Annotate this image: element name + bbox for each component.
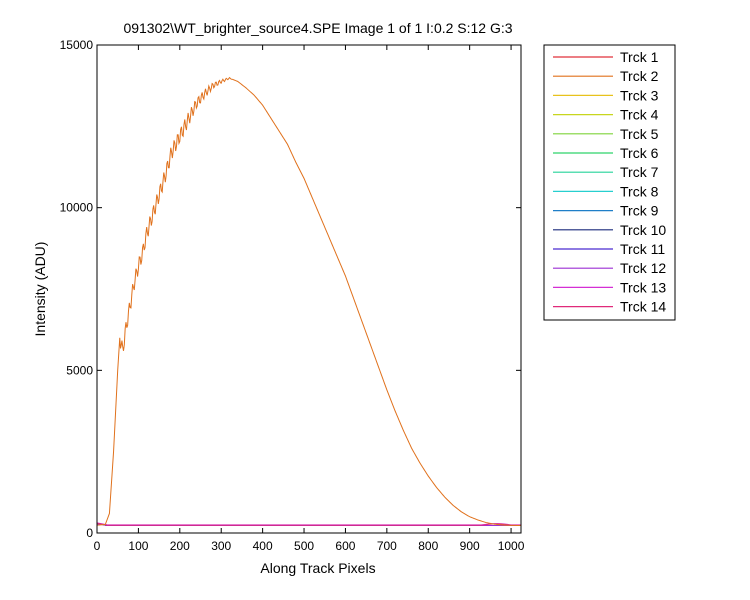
- x-tick-label: 500: [294, 539, 314, 553]
- y-axis: 0 5000 10000 15000: [60, 38, 521, 540]
- legend-label-8: Trck 8: [620, 183, 659, 199]
- legend-label-11: Trck 11: [620, 241, 665, 257]
- legend-label-10: Trck 10: [620, 222, 666, 238]
- x-tick-label: 400: [253, 539, 273, 553]
- series-line-2: [97, 76, 521, 527]
- x-tick-label: 100: [128, 539, 148, 553]
- x-tick-label: 200: [170, 539, 190, 553]
- legend-label-1: Trck 1: [620, 49, 659, 65]
- x-tick-label: 0: [94, 539, 101, 553]
- plot-area: [96, 44, 522, 534]
- x-tick-label: 600: [335, 539, 355, 553]
- legend-label-4: Trck 4: [620, 107, 659, 123]
- legend-label-14: Trck 14: [620, 299, 666, 315]
- x-tick-label: 300: [211, 539, 231, 553]
- y-tick-label: 0: [86, 526, 93, 540]
- legend-label-12: Trck 12: [620, 260, 666, 276]
- legend-label-5: Trck 5: [620, 126, 659, 142]
- x-tick-label: 900: [460, 539, 480, 553]
- x-axis-label: Along Track Pixels: [260, 560, 375, 576]
- x-axis: 0 100 200 300 400 500 600 700 800 900 1000: [94, 45, 525, 553]
- legend-label-6: Trck 6: [620, 145, 659, 161]
- legend-label-13: Trck 13: [620, 279, 666, 295]
- y-tick-label: 15000: [60, 38, 94, 52]
- chart-title: 091302\WT_brighter_source4.SPE Image 1 o…: [123, 20, 512, 36]
- x-tick-label: 800: [418, 539, 438, 553]
- plot-background: [97, 45, 521, 533]
- x-tick-label: 700: [377, 539, 397, 553]
- plot-frame: [96, 44, 522, 534]
- legend: Trck 1 Trck 2 Trck 3 Trck 4 Trck 5 Trck 6 Trck…: [543, 44, 676, 321]
- y-axis-label: Intensity (ADU): [32, 242, 48, 337]
- x-tick-label: 1000: [498, 539, 525, 553]
- legend-label-9: Trck 9: [620, 203, 659, 219]
- legend-label-3: Trck 3: [620, 87, 659, 103]
- y-tick-label: 5000: [66, 363, 93, 377]
- y-tick-label: 10000: [60, 201, 94, 215]
- legend-label-2: Trck 2: [620, 68, 659, 84]
- legend-box: [543, 44, 676, 321]
- series-line-14: [97, 522, 521, 526]
- series-layer: [97, 76, 521, 527]
- legend-label-7: Trck 7: [620, 164, 659, 180]
